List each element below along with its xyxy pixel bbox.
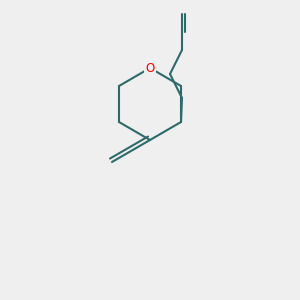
Text: O: O [146,61,154,74]
